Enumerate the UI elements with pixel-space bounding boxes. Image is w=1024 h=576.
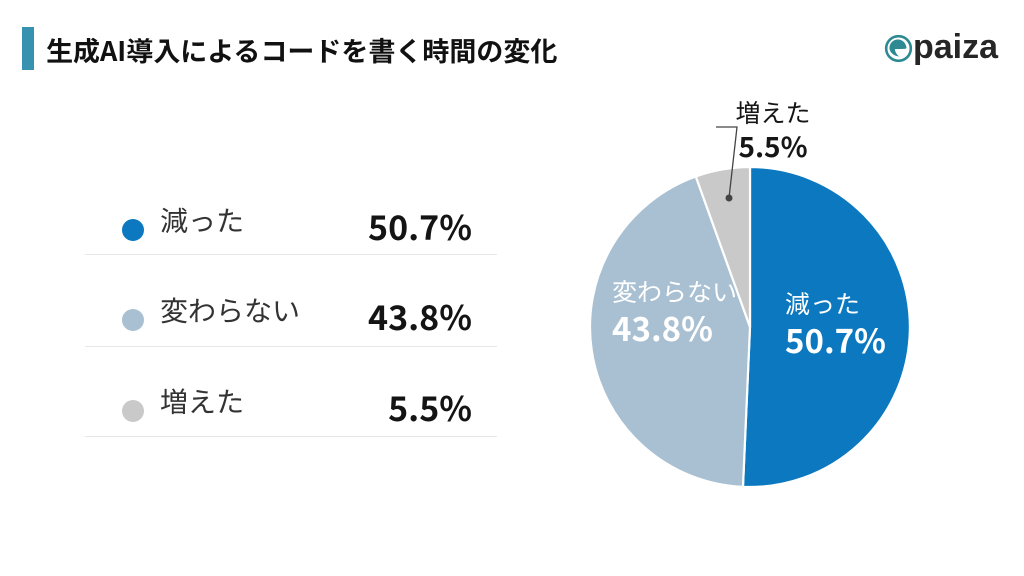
svg-text:増えた: 増えた (735, 94, 810, 130)
svg-text:50.7%: 50.7% (785, 315, 886, 363)
svg-text:43.8%: 43.8% (612, 303, 713, 351)
svg-text:5.5%: 5.5% (738, 126, 807, 166)
